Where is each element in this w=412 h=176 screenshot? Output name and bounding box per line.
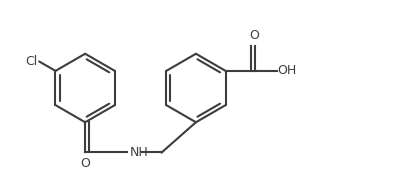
Text: OH: OH bbox=[278, 64, 297, 77]
Text: NH: NH bbox=[129, 146, 148, 159]
Text: O: O bbox=[250, 29, 260, 42]
Text: Cl: Cl bbox=[25, 55, 37, 68]
Text: O: O bbox=[80, 157, 90, 170]
